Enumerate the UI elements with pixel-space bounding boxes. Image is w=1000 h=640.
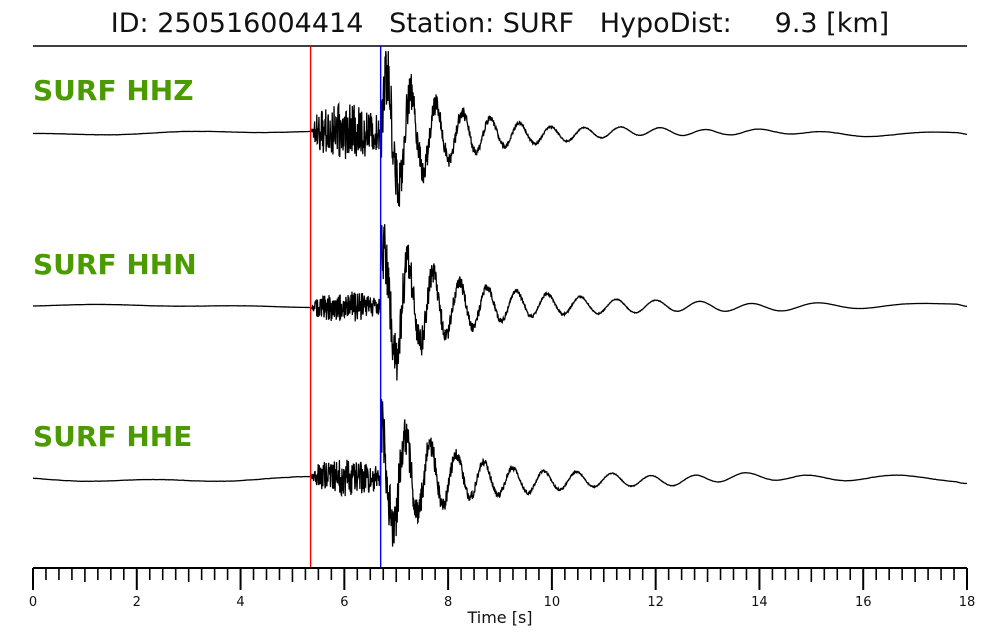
time-axis: 0 2 4 6 8 10 12 14 16 18 [29, 567, 976, 610]
x-axis-label: Time [s] [466, 608, 532, 627]
trace-surf-hhn [32, 224, 968, 381]
chart-title: ID: 250516004414 Station: SURF HypoDist:… [0, 8, 1000, 39]
x-tick-label: 8 [444, 595, 452, 610]
x-tick-label: 12 [647, 595, 664, 610]
trace-label-surf-hhn: SURF HHN [33, 248, 197, 281]
x-tick-label: 14 [751, 595, 768, 610]
trace-label-surf-hhe: SURF HHE [33, 420, 192, 453]
trace-label-surf-hhz: SURF HHZ [33, 74, 194, 107]
hypodist-value: 9.3 [km] [774, 8, 890, 39]
station-name: Station: SURF [389, 8, 574, 39]
x-tick-label: 10 [544, 595, 561, 610]
pick-lines-group [309, 46, 382, 568]
trace-surf-hhz [32, 51, 968, 207]
x-tick-label: 18 [959, 595, 976, 610]
x-tick-label: 0 [29, 595, 37, 610]
traces-group [32, 51, 968, 547]
trace-labels-group: SURF HHZ SURF HHN SURF HHE [33, 74, 197, 453]
x-tick-label: 16 [855, 595, 872, 610]
x-tick-label: 4 [236, 595, 244, 610]
x-tick-label: 2 [133, 595, 141, 610]
trace-surf-hhe [33, 399, 968, 547]
event-id: ID: 250516004414 [110, 8, 364, 39]
x-tick-label: 6 [340, 595, 348, 610]
hypodist-label: HypoDist: [599, 8, 732, 39]
